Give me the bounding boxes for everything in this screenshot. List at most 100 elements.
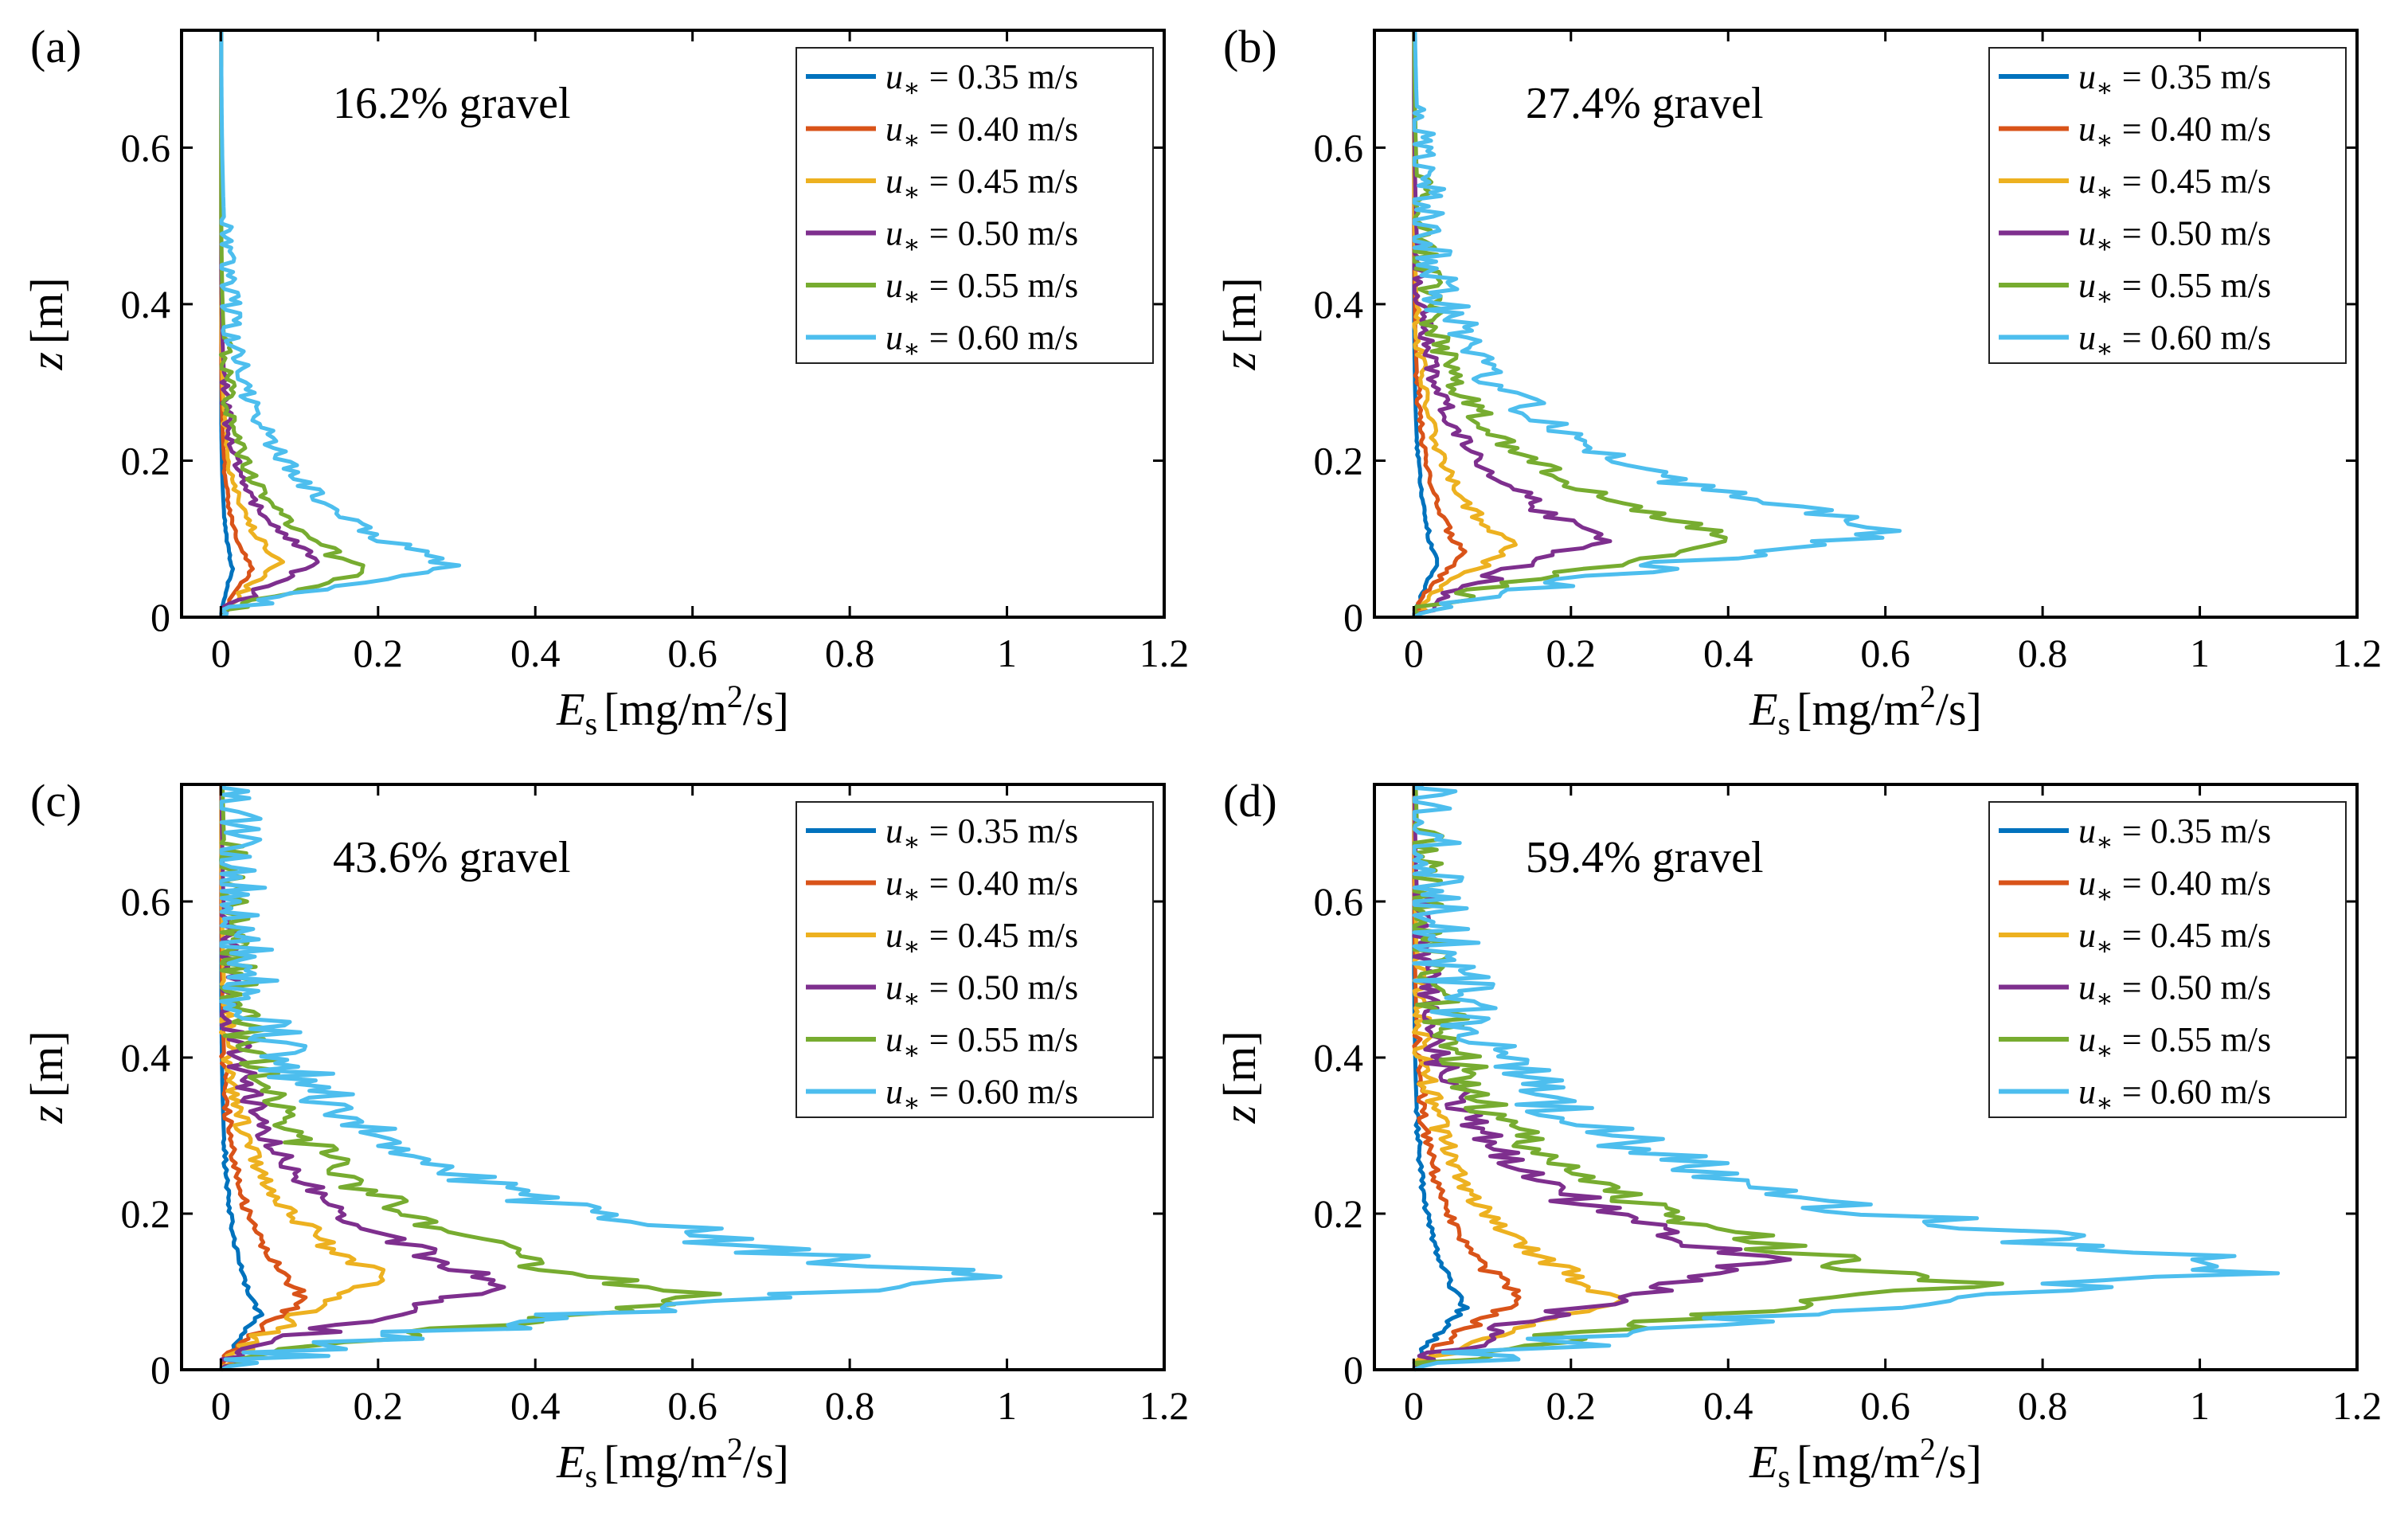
x-tick-label: 0.6 xyxy=(667,1383,717,1428)
legend: u∗ = 0.35 m/s u∗ = 0.40 m/s u∗ = 0.45 m/s u… xyxy=(1988,801,2347,1118)
panel-a: 0 0.2 0.4 0.6 0.8 1 1.200.20.40.6Es [mg/m2/s]z[… xyxy=(21,21,1189,741)
x-tick-label: 0.6 xyxy=(1860,1383,1910,1428)
legend: u∗ = 0.35 m/s u∗ = 0.40 m/s u∗ = 0.45 m/s u… xyxy=(796,801,1154,1118)
x-tick-label: 1 xyxy=(997,1383,1017,1428)
x-axis-label: Es [mg/m2/s] xyxy=(556,1431,789,1494)
legend-entry: u∗ = 0.40 m/s xyxy=(2078,110,2271,154)
y-tick-label: 0.2 xyxy=(1314,438,1364,483)
panel-label: (c) xyxy=(30,775,81,827)
x-tick-label: 0.6 xyxy=(667,631,717,675)
x-tick-label: 1.2 xyxy=(1140,631,1190,675)
x-tick-label: 1 xyxy=(2190,1383,2210,1428)
x-axis-label: Es [mg/m2/s] xyxy=(1749,678,1982,741)
legend-box xyxy=(1988,47,2347,364)
series-line-060 xyxy=(1412,29,1902,620)
x-tick-label: 0.8 xyxy=(2018,631,2068,675)
y-tick-label: 0 xyxy=(1343,595,1363,639)
y-tick-label: 0.4 xyxy=(121,1035,171,1080)
axes-frame xyxy=(180,29,1166,619)
legend-entry: u∗ = 0.50 m/s xyxy=(885,968,1078,1013)
x-tick-label: 1 xyxy=(2190,631,2210,675)
x-tick-label: 0.4 xyxy=(510,631,561,675)
x-tick-label: 0.8 xyxy=(2018,1383,2068,1428)
x-tick-label: 0.4 xyxy=(1703,631,1753,675)
gravel-annotation: 59.4% gravel xyxy=(1526,833,1764,882)
y-tick-label: 0.6 xyxy=(121,125,171,170)
y-tick-label: 0 xyxy=(150,1347,170,1392)
legend-box xyxy=(1988,801,2347,1118)
y-axis-label: z[m] xyxy=(1214,277,1265,370)
legend-entry: u∗ = 0.55 m/s xyxy=(2078,266,2271,311)
y-tick-label: 0 xyxy=(1343,1347,1363,1392)
x-tick-label: 0.8 xyxy=(825,631,875,675)
y-tick-label: 0.4 xyxy=(121,282,171,327)
legend-entry: u∗ = 0.40 m/s xyxy=(885,110,1078,154)
legend-entry: u∗ = 0.45 m/s xyxy=(2078,916,2271,960)
legend-entry: u∗ = 0.35 m/s xyxy=(2078,811,2271,856)
y-tick-label: 0 xyxy=(150,595,170,639)
axes-frame xyxy=(1373,29,2359,619)
legend: u∗ = 0.35 m/s u∗ = 0.40 m/s u∗ = 0.45 m/s u… xyxy=(796,47,1154,364)
y-axis-label: z[m] xyxy=(21,277,72,370)
x-tick-label: 0 xyxy=(1404,631,1424,675)
y-tick-label: 0.2 xyxy=(121,1191,171,1236)
series-line-055 xyxy=(1412,784,2004,1372)
legend-entry: u∗ = 0.50 m/s xyxy=(885,214,1078,259)
y-tick-label: 0.2 xyxy=(121,438,171,483)
series-line-060 xyxy=(1412,782,2281,1372)
x-axis-label: Es [mg/m2/s] xyxy=(1749,1431,1982,1494)
legend-entry: u∗ = 0.60 m/s xyxy=(885,1073,1078,1117)
y-tick-label: 0.6 xyxy=(121,879,171,924)
x-tick-label: 0 xyxy=(211,1383,231,1428)
y-tick-label: 0.6 xyxy=(1314,879,1364,924)
panel-label: (b) xyxy=(1223,21,1277,72)
series-line-050 xyxy=(1412,784,1792,1371)
legend-box xyxy=(796,47,1154,364)
legend-entry: u∗ = 0.60 m/s xyxy=(885,319,1078,363)
gravel-annotation: 43.6% gravel xyxy=(333,833,571,882)
series-line-060 xyxy=(219,30,462,620)
legend-entry: u∗ = 0.50 m/s xyxy=(2078,214,2271,259)
panel-label: (a) xyxy=(30,21,81,72)
y-tick-label: 0.2 xyxy=(1314,1191,1364,1236)
legend-entry: u∗ = 0.50 m/s xyxy=(2078,968,2271,1013)
x-tick-label: 0.4 xyxy=(1703,1383,1753,1428)
panel-c: 0 0.2 0.4 0.6 0.8 1 1.200.20.40.6Es [mg/m2/s]z[… xyxy=(21,775,1189,1494)
legend-entry: u∗ = 0.40 m/s xyxy=(885,864,1078,909)
x-tick-label: 0.2 xyxy=(1546,1383,1597,1428)
axes-frame xyxy=(1373,783,2359,1371)
y-axis-label: z[m] xyxy=(1214,1030,1265,1124)
legend-entry: u∗ = 0.55 m/s xyxy=(2078,1020,2271,1065)
x-tick-label: 1.2 xyxy=(2332,1383,2383,1428)
y-tick-label: 0.4 xyxy=(1314,282,1364,327)
legend-entry: u∗ = 0.45 m/s xyxy=(2078,162,2271,206)
y-axis-label: z[m] xyxy=(21,1030,72,1124)
legend-entry: u∗ = 0.60 m/s xyxy=(2078,319,2271,363)
legend-entry: u∗ = 0.60 m/s xyxy=(2078,1073,2271,1117)
legend-entry: u∗ = 0.55 m/s xyxy=(885,1020,1078,1065)
x-tick-label: 1.2 xyxy=(2332,631,2383,675)
x-tick-label: 1.2 xyxy=(1140,1383,1190,1428)
x-tick-label: 0.2 xyxy=(354,1383,404,1428)
legend-entry: u∗ = 0.45 m/s xyxy=(885,916,1078,960)
legend-entry: u∗ = 0.35 m/s xyxy=(885,811,1078,856)
x-axis-label: Es [mg/m2/s] xyxy=(556,678,789,741)
legend-entry: u∗ = 0.40 m/s xyxy=(2078,864,2271,909)
x-tick-label: 0 xyxy=(211,631,231,675)
x-tick-label: 0.2 xyxy=(1546,631,1597,675)
x-tick-label: 1 xyxy=(997,631,1017,675)
legend-entry: u∗ = 0.35 m/s xyxy=(2078,57,2271,102)
gravel-annotation: 16.2% gravel xyxy=(333,79,571,128)
panel-label: (d) xyxy=(1223,775,1277,827)
panel-d: 0 0.2 0.4 0.6 0.8 1 1.200.20.40.6Es [mg/m2/s]z[… xyxy=(1214,775,2382,1494)
x-tick-label: 0.2 xyxy=(354,631,404,675)
y-tick-label: 0.6 xyxy=(1314,125,1364,170)
y-tick-label: 0.4 xyxy=(1314,1035,1364,1080)
legend: u∗ = 0.35 m/s u∗ = 0.40 m/s u∗ = 0.45 m/s u… xyxy=(1988,47,2347,364)
x-tick-label: 0 xyxy=(1404,1383,1424,1428)
series-line-060 xyxy=(219,784,1003,1372)
panel-b: 0 0.2 0.4 0.6 0.8 1 1.200.20.40.6Es [mg/m2/s]z[… xyxy=(1214,21,2382,741)
x-tick-label: 0.6 xyxy=(1860,631,1910,675)
gravel-annotation: 27.4% gravel xyxy=(1526,79,1764,128)
